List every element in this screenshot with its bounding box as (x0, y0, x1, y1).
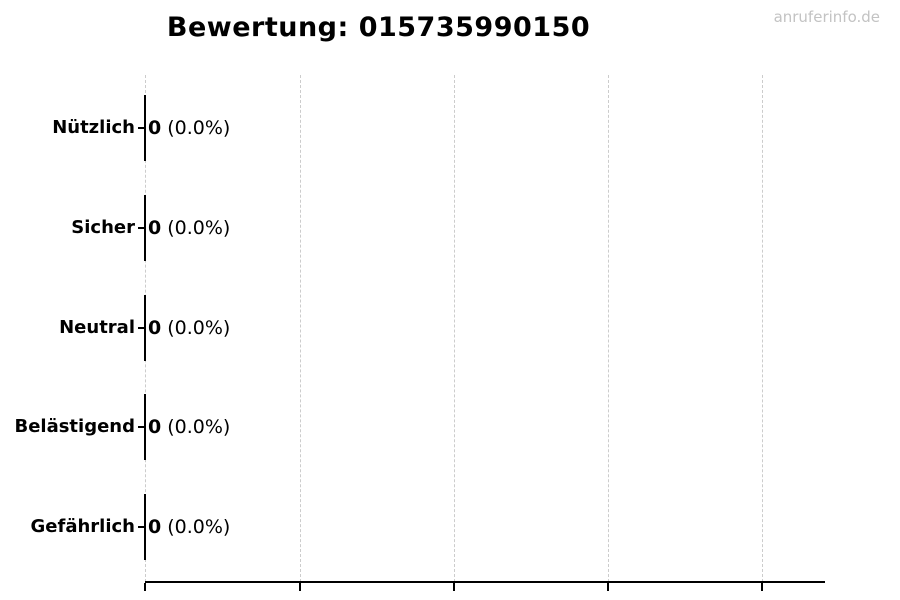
gridline-4 (608, 75, 609, 582)
bar-value: 0 (148, 516, 162, 538)
bar-percent: (0.0%) (167, 516, 231, 538)
x-axis-tick-5 (761, 583, 763, 591)
chart-title: Bewertung: 015735990150 (166, 12, 591, 43)
y-axis-tick-3 (138, 327, 145, 329)
gridline-5 (762, 75, 763, 582)
y-axis-tick-5 (138, 526, 145, 528)
plot-area (145, 75, 824, 582)
bar-gefaehrlich (144, 494, 146, 560)
bar-value-annotation: 0 (0.0%) (148, 514, 230, 540)
category-label-nuetzlich: Nützlich (52, 117, 135, 138)
watermark-text: anruferinfo.de (773, 8, 880, 26)
x-axis-tick-3 (453, 583, 455, 591)
x-axis-line (145, 581, 825, 583)
x-axis-tick-4 (607, 583, 609, 591)
category-label-belaestigend: Belästigend (14, 416, 135, 437)
y-axis-tick-2 (138, 227, 145, 229)
category-label-neutral: Neutral (59, 317, 135, 338)
bar-percent: (0.0%) (167, 416, 231, 438)
x-axis-tick-2 (299, 583, 301, 591)
bar-percent: (0.0%) (167, 317, 231, 339)
bar-value: 0 (148, 217, 162, 239)
y-axis-tick-1 (138, 127, 145, 129)
bar-nuetzlich (144, 95, 146, 161)
bar-value-annotation: 0 (0.0%) (148, 215, 230, 241)
bar-value-annotation: 0 (0.0%) (148, 115, 230, 141)
bar-belaestigend (144, 394, 146, 460)
bar-value-annotation: 0 (0.0%) (148, 315, 230, 341)
gridline-3 (454, 75, 455, 582)
bar-percent: (0.0%) (167, 217, 231, 239)
bar-percent: (0.0%) (167, 117, 231, 139)
bar-value-annotation: 0 (0.0%) (148, 414, 230, 440)
y-axis-tick-4 (138, 426, 145, 428)
category-label-sicher: Sicher (71, 217, 135, 238)
gridline-2 (300, 75, 301, 582)
bar-neutral (144, 295, 146, 361)
bar-sicher (144, 195, 146, 261)
bar-value: 0 (148, 117, 162, 139)
x-axis-tick-1 (144, 583, 146, 591)
bar-value: 0 (148, 317, 162, 339)
bar-value: 0 (148, 416, 162, 438)
category-label-gefaehrlich: Gefährlich (30, 516, 135, 537)
